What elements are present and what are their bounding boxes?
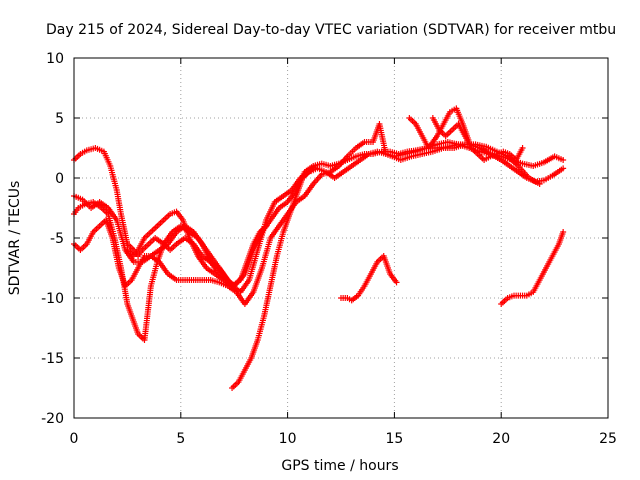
grid-lines [74, 58, 608, 418]
y-tick-label: -10 [41, 291, 64, 307]
data-point-marker [312, 163, 319, 169]
chart-title: Day 215 of 2024, Sidereal Day-to-day VTE… [46, 22, 616, 38]
x-tick-label: 5 [176, 431, 185, 447]
series-track-8 [406, 105, 473, 151]
data-point-marker [263, 223, 270, 229]
data-point-marker [519, 145, 526, 151]
series-track-6 [229, 163, 319, 391]
series-track-9 [429, 115, 526, 163]
series-track-10 [498, 229, 567, 307]
data-point-marker [560, 229, 567, 235]
data-point-marker [560, 157, 567, 163]
y-axis-label: SDTVAR / TECUs [7, 181, 23, 296]
data-point-marker [536, 181, 543, 187]
x-tick-label: 15 [385, 431, 403, 447]
y-tick-label: -5 [50, 231, 64, 247]
y-tick-label: -15 [41, 351, 64, 367]
series-track-5 [124, 208, 270, 289]
x-tick-label: 0 [70, 431, 79, 447]
x-tick-label: 20 [492, 431, 510, 447]
series-track-7 [338, 253, 400, 304]
y-tick-label: -20 [41, 411, 64, 427]
y-tick-label: 0 [55, 171, 64, 187]
data-series [71, 105, 567, 391]
x-tick-label: 10 [279, 431, 297, 447]
y-tick-label: 5 [55, 111, 64, 127]
axis-ticks: 0 5 10 15 20 25 -20 -15 -10 -5 0 5 10 [41, 51, 617, 447]
x-tick-label: 25 [599, 431, 617, 447]
x-axis-label: GPS time / hours [281, 458, 398, 474]
y-tick-label: 10 [46, 51, 64, 67]
data-point-marker [393, 279, 400, 286]
data-point-marker [560, 165, 567, 172]
